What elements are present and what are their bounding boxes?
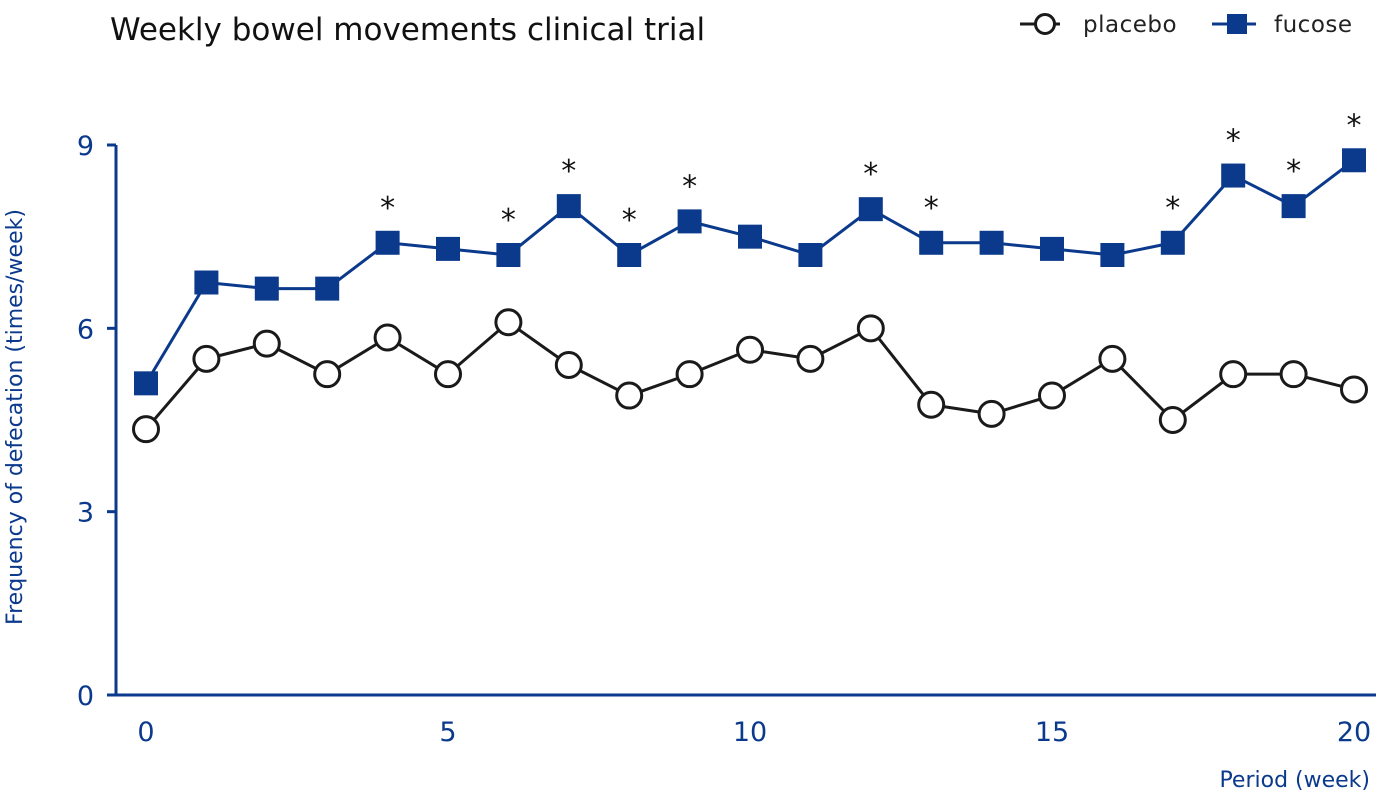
series-fucose (134, 148, 1366, 396)
data-point-fucose (315, 276, 340, 301)
data-point-placebo (1098, 344, 1127, 373)
legend-marker-fucose (1227, 14, 1247, 34)
data-point-fucose (1040, 236, 1064, 261)
data-point-placebo (132, 415, 160, 444)
y-tick-label: 9 (77, 131, 94, 162)
data-point-placebo (192, 344, 221, 373)
data-point-placebo (373, 323, 402, 352)
data-point-fucose (858, 197, 883, 222)
significance-star: * (682, 169, 697, 204)
legend-item-fucose: fucose (1212, 12, 1353, 38)
legend-label-placebo: placebo (1083, 12, 1177, 38)
legend-label-fucose: fucose (1274, 12, 1353, 38)
data-point-placebo (615, 381, 644, 410)
data-point-fucose (1281, 194, 1306, 219)
data-point-placebo (1340, 375, 1368, 404)
data-point-fucose (1342, 148, 1366, 173)
data-point-fucose (375, 230, 400, 255)
y-tick-label: 3 (77, 498, 94, 529)
data-point-fucose (194, 270, 219, 295)
significance-markers: * * * * * * * * * * * (380, 108, 1361, 238)
series-layer (132, 148, 1368, 444)
x-tick-label: 10 (733, 717, 767, 748)
data-point-placebo (554, 351, 583, 379)
x-tick-label: 5 (439, 717, 456, 748)
y-tick-label: 6 (77, 314, 94, 345)
data-point-fucose (677, 209, 702, 234)
x-tick-label: 20 (1337, 717, 1371, 748)
legend: placebo fucose (1020, 12, 1353, 38)
y-axis-label: Frequency of defecation (times/week) (3, 209, 28, 625)
data-point-placebo (675, 360, 704, 389)
data-point-placebo (796, 344, 825, 373)
significance-star: * (1226, 124, 1241, 159)
data-point-fucose (798, 243, 823, 267)
data-point-placebo (1279, 360, 1308, 389)
data-point-fucose (979, 230, 1004, 255)
data-point-placebo (856, 314, 885, 343)
data-point-fucose (436, 236, 460, 261)
significance-star: * (380, 191, 395, 226)
data-point-fucose (919, 230, 944, 255)
data-point-fucose (254, 276, 279, 301)
significance-star: * (622, 203, 637, 238)
axes: 0 3 6 9 0 5 10 15 20 Period (week) Frequency of de… (3, 131, 1376, 793)
data-point-fucose (1100, 243, 1125, 267)
x-tick-label: 0 (137, 717, 154, 748)
data-point-placebo (1219, 360, 1248, 389)
y-tick-label: 0 (77, 681, 94, 712)
data-point-fucose (1160, 230, 1185, 255)
chart-title: Weekly bowel movements clinical trial (110, 12, 705, 48)
significance-star: * (1347, 108, 1362, 143)
data-point-fucose (1221, 163, 1246, 188)
significance-star: * (1165, 191, 1180, 226)
data-point-placebo (917, 390, 946, 419)
data-point-fucose (738, 224, 762, 249)
data-point-placebo (1038, 381, 1066, 410)
significance-star: * (924, 191, 939, 226)
x-axis-label: Period (week) (1219, 768, 1370, 793)
legend-marker-placebo (1034, 13, 1056, 35)
data-point-placebo (1158, 406, 1187, 434)
significance-star: * (1286, 154, 1301, 189)
series-placebo (132, 308, 1368, 444)
data-point-fucose (496, 243, 521, 267)
data-point-placebo (736, 335, 764, 364)
significance-star: * (561, 154, 576, 189)
data-point-fucose (134, 371, 158, 396)
x-tick-label: 15 (1035, 717, 1069, 748)
significance-star: * (863, 157, 878, 192)
data-point-fucose (556, 194, 581, 219)
significance-star: * (501, 203, 516, 238)
data-point-placebo (977, 399, 1006, 428)
data-point-placebo (252, 329, 281, 358)
data-point-placebo (313, 360, 342, 389)
data-point-placebo (494, 308, 523, 337)
data-point-placebo (434, 360, 462, 389)
data-point-fucose (617, 243, 642, 267)
legend-item-placebo: placebo (1020, 12, 1177, 38)
